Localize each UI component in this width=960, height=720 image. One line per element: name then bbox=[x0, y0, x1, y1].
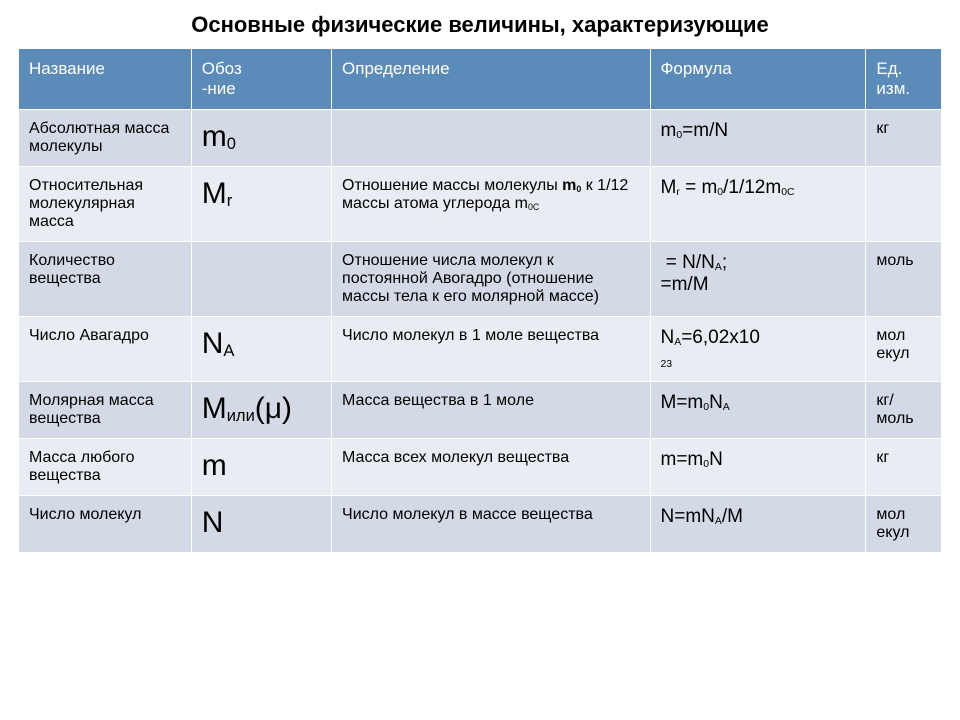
physics-table: Название Обоз-ние Определение Формула Ед… bbox=[18, 48, 942, 553]
cell-unit: моль bbox=[866, 242, 942, 317]
cell-formula: Mr = m0/1/12m0C bbox=[650, 167, 866, 242]
header-row: Название Обоз-ние Определение Формула Ед… bbox=[19, 49, 942, 110]
cell-definition: Масса всех молекул вещества bbox=[332, 439, 650, 496]
table-row: Относительная молекулярная масса Mr Отно… bbox=[19, 167, 942, 242]
cell-name: Число Авагадро bbox=[19, 317, 192, 382]
cell-symbol: NA bbox=[191, 317, 331, 382]
cell-definition: Масса вещества в 1 моле bbox=[332, 382, 650, 439]
cell-name: Абсолютная масса молекулы bbox=[19, 110, 192, 167]
table-row: Молярная масса вещества Mили(μ) Масса ве… bbox=[19, 382, 942, 439]
cell-unit: кг bbox=[866, 439, 942, 496]
cell-formula: m0=m/N bbox=[650, 110, 866, 167]
cell-name: Относительная молекулярная масса bbox=[19, 167, 192, 242]
cell-unit bbox=[866, 167, 942, 242]
cell-symbol: m0 bbox=[191, 110, 331, 167]
cell-symbol: m bbox=[191, 439, 331, 496]
cell-unit: кг/моль bbox=[866, 382, 942, 439]
cell-formula: m=m0N bbox=[650, 439, 866, 496]
cell-definition: Число молекул в 1 моле вещества bbox=[332, 317, 650, 382]
page-title: Основные физические величины, характериз… bbox=[18, 12, 942, 38]
cell-name: Молярная масса вещества bbox=[19, 382, 192, 439]
col-header-name: Название bbox=[19, 49, 192, 110]
cell-symbol bbox=[191, 242, 331, 317]
cell-formula: = N/NA;=m/M bbox=[650, 242, 866, 317]
cell-symbol: N bbox=[191, 496, 331, 553]
cell-definition: Отношение числа молекул к постоянной Аво… bbox=[332, 242, 650, 317]
cell-definition: Отношение массы молекулы m0 к 1/12 массы… bbox=[332, 167, 650, 242]
table-row: Число молекул N Число молекул в массе ве… bbox=[19, 496, 942, 553]
cell-name: Число молекул bbox=[19, 496, 192, 553]
cell-definition: Число молекул в массе вещества bbox=[332, 496, 650, 553]
table-row: Масса любого вещества m Масса всех молек… bbox=[19, 439, 942, 496]
cell-unit: кг bbox=[866, 110, 942, 167]
cell-symbol: Mr bbox=[191, 167, 331, 242]
cell-name: Масса любого вещества bbox=[19, 439, 192, 496]
cell-formula: M=m0NA bbox=[650, 382, 866, 439]
col-header-formula: Формула bbox=[650, 49, 866, 110]
col-header-definition: Определение bbox=[332, 49, 650, 110]
table-row: Число Авагадро NA Число молекул в 1 моле… bbox=[19, 317, 942, 382]
col-header-unit: Ед.изм. bbox=[866, 49, 942, 110]
cell-unit: молекул bbox=[866, 317, 942, 382]
cell-name: Количество вещества bbox=[19, 242, 192, 317]
cell-unit: молекул bbox=[866, 496, 942, 553]
col-header-symbol: Обоз-ние bbox=[191, 49, 331, 110]
cell-symbol: Mили(μ) bbox=[191, 382, 331, 439]
cell-definition bbox=[332, 110, 650, 167]
table-row: Абсолютная масса молекулы m0 m0=m/N кг bbox=[19, 110, 942, 167]
cell-formula: NA=6,02х1023 bbox=[650, 317, 866, 382]
cell-formula: N=mNA/M bbox=[650, 496, 866, 553]
table-row: Количество вещества Отношение числа моле… bbox=[19, 242, 942, 317]
